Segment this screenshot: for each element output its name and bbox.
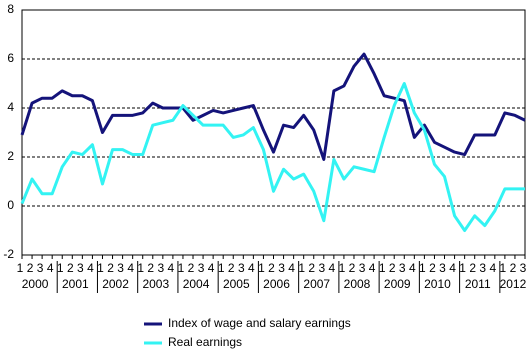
x-tick-label: 4 [329,261,336,275]
x-tick-label: 1 [419,261,426,275]
x-tick-label: 3 [520,261,527,275]
x-tick-label: 4 [168,261,175,275]
x-tick-label: 3 [479,261,486,275]
y-tick-label: 6 [7,51,14,65]
year-label: 2004 [183,277,210,291]
x-tick-label: 2 [389,261,396,275]
x-tick-label: 3 [77,261,84,275]
x-tick-label: 1 [298,261,305,275]
x-tick-label: 1 [339,261,346,275]
x-tick-label: 3 [238,261,245,275]
x-tick-label: 1 [137,261,144,275]
x-tick-label: 4 [47,261,54,275]
x-tick-label: 2 [27,261,34,275]
x-tick-label: 3 [439,261,446,275]
year-label: 2008 [344,277,371,291]
series-line [20,52,526,161]
legend-label: Index of wage and salary earnings [168,316,351,330]
year-label: 2010 [424,277,451,291]
year-label: 2007 [303,277,330,291]
x-tick-label: 4 [248,261,255,275]
x-tick-label: 2 [67,261,74,275]
y-tick-label: 2 [7,149,14,163]
x-tick-label: 1 [459,261,466,275]
x-tick-label: 3 [117,261,124,275]
x-tick-label: 2 [308,261,315,275]
year-label: 2009 [384,277,411,291]
year-label: 2006 [263,277,290,291]
x-tick-label: 3 [198,261,205,275]
x-tick-label: 1 [218,261,225,275]
x-tick-label: 2 [510,261,517,275]
x-tick-label: 2 [188,261,195,275]
year-label: 2002 [102,277,129,291]
x-tick-label: 1 [258,261,265,275]
y-tick-label: 0 [7,198,14,212]
year-label: 2005 [223,277,250,291]
x-tick-label: 2 [349,261,356,275]
x-tick-label: 1 [178,261,185,275]
x-tick-label: 2 [228,261,235,275]
x-tick-label: 2 [107,261,114,275]
year-label: 2001 [62,277,89,291]
year-label: 2003 [142,277,169,291]
x-tick-label: 4 [127,261,134,275]
x-tick-label: 4 [369,261,376,275]
x-tick-label: 2 [469,261,476,275]
legend-label: Real earnings [168,335,242,349]
x-tick-label: 4 [449,261,456,275]
y-tick-label: 8 [7,2,14,16]
x-tick-label: 4 [87,261,94,275]
x-tick-label: 3 [157,261,164,275]
x-tick-label: 3 [359,261,366,275]
year-label: 2012 [500,277,527,291]
x-tick-label: 4 [409,261,416,275]
y-tick-label: -2 [3,247,14,261]
x-tick-label: 4 [208,261,215,275]
x-tick-label: 4 [288,261,295,275]
year-label: 2000 [22,277,49,291]
x-tick-label: 1 [57,261,64,275]
x-tick-label: 3 [37,261,44,275]
x-tick-label: 2 [429,261,436,275]
x-tick-label: 1 [17,261,24,275]
y-tick-label: 4 [7,100,14,114]
x-tick-label: 2 [147,261,154,275]
x-tick-label: 1 [379,261,386,275]
x-tick-label: 3 [318,261,325,275]
series-line [20,82,525,232]
x-tick-label: 3 [278,261,285,275]
x-tick-label: 1 [97,261,104,275]
plot-frame [21,9,526,256]
year-label: 2011 [465,277,491,291]
x-tick-label: 2 [268,261,275,275]
x-tick-label: 4 [489,261,496,275]
x-tick-label: 3 [399,261,406,275]
x-tick-label: 1 [500,261,507,275]
